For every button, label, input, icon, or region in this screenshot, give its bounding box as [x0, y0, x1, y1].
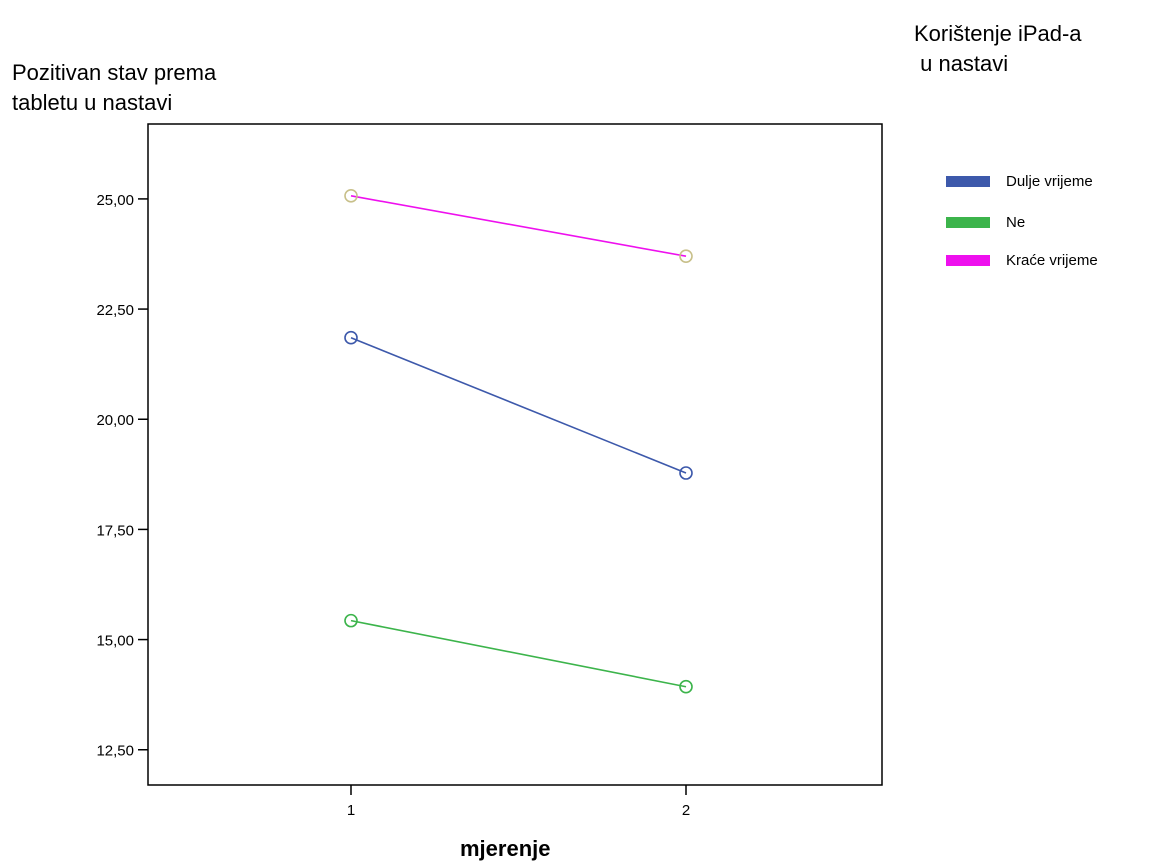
series-line [350, 336, 687, 474]
y-tick-label: 15,00 [96, 633, 134, 650]
y-tick-label: 22,50 [96, 302, 134, 319]
x-tick-label: 2 [682, 802, 690, 819]
data-point [344, 613, 358, 628]
legend-label: Kraće vrijeme [1006, 252, 1098, 269]
series-line [350, 619, 687, 688]
data-point [679, 679, 693, 694]
legend-title-line-1: Korištenje iPad-a [914, 21, 1082, 46]
legend-label: Dulje vrijeme [1006, 173, 1093, 190]
series-ne [344, 613, 693, 694]
y-axis-title-line-1: Pozitivan stav prema [12, 60, 217, 85]
series-dulje-vrijeme [344, 330, 693, 480]
data-point [344, 189, 358, 203]
y-axis-title-line-2: tabletu u nastavi [12, 90, 173, 115]
legend-swatch [946, 217, 990, 228]
data-point [679, 466, 693, 480]
y-tick-label: 20,00 [96, 412, 134, 429]
series-kra-e-vrijeme [344, 189, 693, 264]
y-tick-label: 17,50 [96, 522, 134, 539]
y-axis: 12,50 15,00 17,50 20,00 22,50 25,00 [96, 192, 148, 760]
y-tick-label: 25,00 [96, 192, 134, 209]
data-point [679, 249, 693, 264]
series-line [350, 195, 687, 257]
legend-swatch [946, 176, 990, 187]
series-layer [344, 189, 693, 694]
x-axis-title: mjerenje [460, 836, 551, 861]
legend-swatch [946, 255, 990, 266]
legend-title-line-2: u nastavi [914, 51, 1009, 76]
data-point [344, 330, 358, 345]
legend-label: Ne [1006, 214, 1026, 231]
x-tick-label: 1 [347, 802, 355, 819]
y-tick-label: 12,50 [96, 743, 134, 760]
plot-frame [147, 123, 883, 786]
